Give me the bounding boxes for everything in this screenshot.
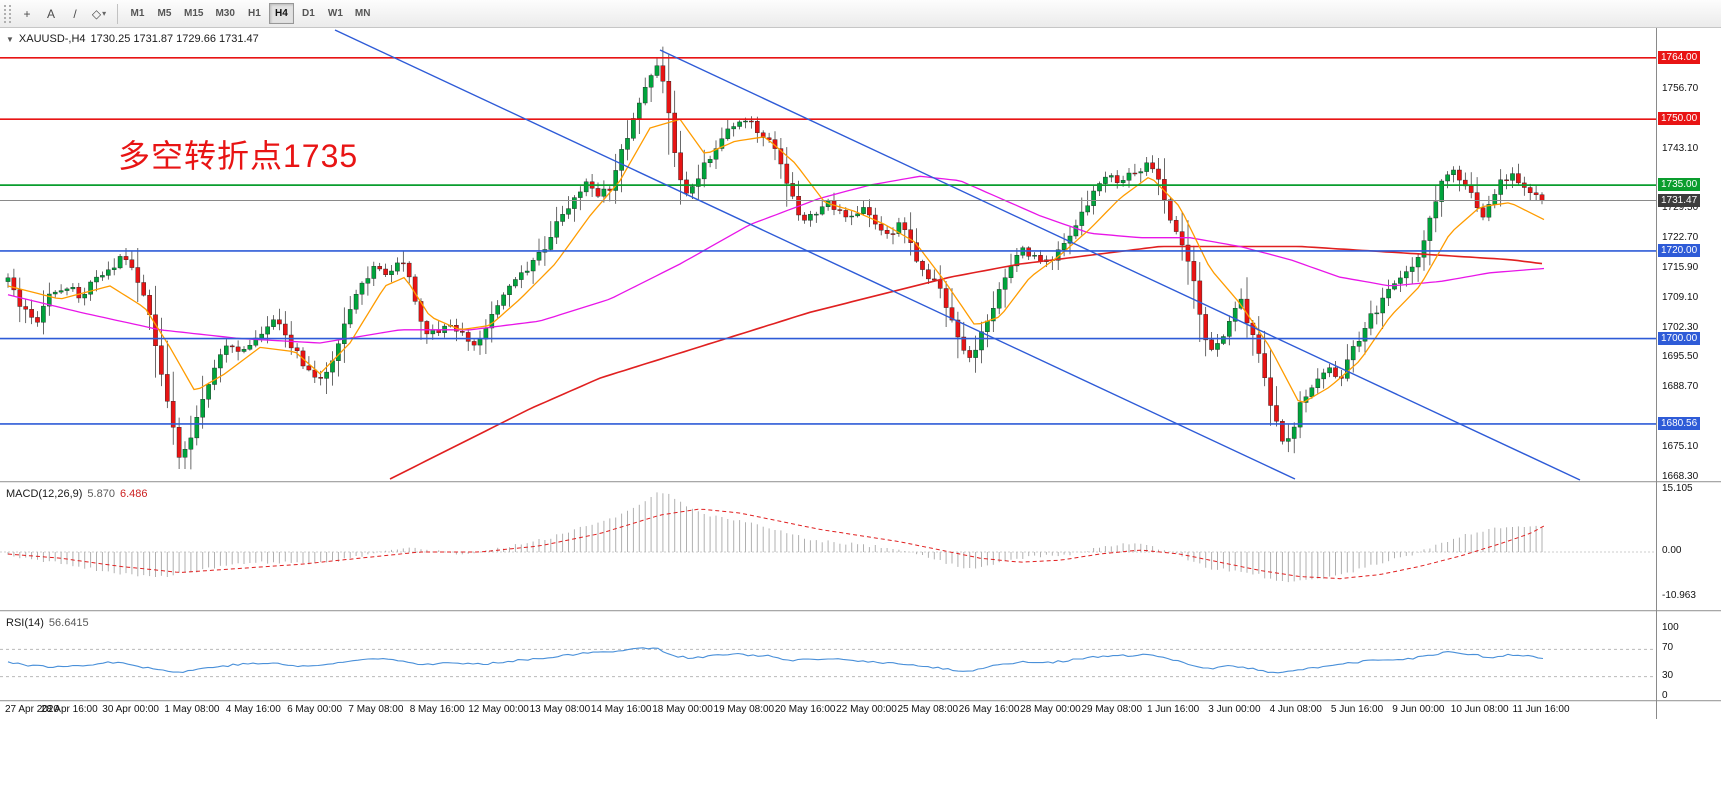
price-tick: 1695.50 [1662, 351, 1699, 363]
date-tick-label: 7 May 08:00 [348, 704, 404, 715]
price-tick: 1722.70 [1662, 232, 1699, 243]
crosshair-icon: + [23, 6, 31, 21]
shapes-tool-button[interactable]: ◇ ▾ [87, 3, 111, 25]
date-tick-label: 28 Apr 16:00 [40, 704, 98, 715]
macd-pane-canvas[interactable] [0, 484, 1656, 610]
date-tick-label: 30 Apr 00:00 [102, 704, 159, 715]
collapse-arrow-icon[interactable]: ▼ [6, 34, 14, 44]
macd-axis-tick: -10.963 [1662, 589, 1696, 601]
text-tool-icon: A [46, 6, 55, 21]
timeframe-h1-button[interactable]: H1 [242, 3, 267, 24]
price-tick: 1729.50 [1662, 202, 1699, 214]
pane-separator[interactable] [0, 481, 1721, 483]
price-axis-border [1656, 28, 1657, 719]
price-tick: 1743.10 [1662, 142, 1699, 154]
timeframe-mn-button[interactable]: MN [350, 3, 376, 24]
toolbar-grip[interactable] [4, 4, 11, 23]
price-tick: 1715.90 [1662, 261, 1699, 273]
macd-name: MACD(12,26,9) [6, 488, 83, 500]
date-tick-label: 4 Jun 08:00 [1269, 704, 1322, 715]
date-tick-label: 14 May 16:00 [590, 704, 652, 715]
chart-annotation[interactable]: 多空转折点1735 [118, 138, 359, 174]
date-tick-label: 11 Jun 16:00 [1512, 704, 1570, 715]
price-level-badge: 1764.00 [1658, 50, 1701, 64]
date-tick-label: 22 May 00:00 [836, 704, 897, 715]
crosshair-tool-button[interactable]: + [15, 3, 39, 25]
date-tick-label: 20 May 16:00 [774, 704, 836, 715]
trendline-tool-button[interactable]: / [63, 3, 87, 25]
price-level-badge: 1735.00 [1658, 178, 1701, 192]
price-tick: 1709.10 [1662, 291, 1699, 303]
macd-label: MACD(12,26,9) 5.870 6.486 [6, 488, 147, 500]
price-level-badge: 1700.00 [1658, 331, 1701, 345]
date-tick-label: 1 Jun 16:00 [1146, 704, 1200, 715]
toolbar-separator [117, 3, 118, 24]
date-tick-label: 6 May 00:00 [287, 704, 343, 715]
date-tick-label: 26 May 16:00 [958, 704, 1020, 715]
dropdown-arrow-icon: ▾ [102, 9, 107, 18]
trendline-icon: / [73, 6, 77, 21]
price-level-badge: 1680.56 [1658, 416, 1701, 430]
date-tick-label: 27 Apr 2020 [5, 704, 59, 715]
date-tick-label: 25 May 08:00 [897, 704, 959, 715]
timeframe-w1-button[interactable]: W1 [323, 3, 348, 24]
date-tick-label: 4 May 16:00 [225, 704, 281, 715]
price-tick: 1675.10 [1662, 440, 1699, 452]
rsi-axis-tick: 30 [1662, 669, 1674, 681]
text-tool-button[interactable]: A [39, 3, 63, 25]
rsi-pane-canvas[interactable] [0, 613, 1656, 700]
macd-main-value: 5.870 [87, 488, 115, 500]
rsi-value: 56.6415 [48, 617, 89, 629]
date-tick-label: 12 May 00:00 [468, 704, 529, 715]
date-tick-label: 28 May 00:00 [1020, 704, 1081, 715]
pane-separator [0, 700, 1721, 702]
price-level-badge: 1750.00 [1658, 112, 1701, 126]
macd-axis-tick: 0.00 [1662, 545, 1682, 556]
price-tick: 1668.30 [1662, 470, 1699, 482]
symbol-title: XAUUSD-,H4 [18, 33, 86, 45]
price-tick: 1756.70 [1662, 82, 1699, 94]
main-chart-canvas[interactable] [0, 28, 1656, 481]
date-tick-label: 3 Jun 00:00 [1208, 704, 1261, 715]
rsi-axis-tick: 100 [1662, 622, 1679, 633]
date-tick-label: 19 May 08:00 [713, 704, 775, 715]
timeframe-m15-button[interactable]: M15 [179, 3, 208, 24]
date-tick-label: 10 Jun 08:00 [1450, 704, 1509, 715]
timeframe-m1-button[interactable]: M1 [125, 3, 150, 24]
price-level-badge: 1731.47 [1658, 193, 1701, 207]
date-tick-label: 29 May 08:00 [1081, 704, 1143, 715]
price-scale[interactable]: 1756.70 1743.10 1729.50 1722.70 1715.90 1709.… [1657, 0, 1721, 796]
price-tick: 1702.30 [1662, 321, 1699, 333]
date-tick-label: 9 Jun 00:00 [1392, 704, 1445, 715]
date-tick-label: 1 May 08:00 [164, 704, 220, 715]
rsi-name: RSI(14) [6, 617, 44, 629]
date-tick-label: 18 May 00:00 [652, 704, 713, 715]
chart-symbol-header: ▼ XAUUSD-,H4 1730.25 1731.87 1729.66 173… [6, 33, 259, 45]
toolbar: + A / ◇ ▾ M1 M5 M15 M30 H1 H4 D1 W1 MN [0, 0, 1721, 28]
date-tick-label: 8 May 16:00 [409, 704, 465, 715]
rsi-label: RSI(14) 56.6415 [6, 617, 89, 629]
timeframe-d1-button[interactable]: D1 [296, 3, 321, 24]
timeframe-m5-button[interactable]: M5 [152, 3, 177, 24]
rsi-axis-tick: 0 [1662, 690, 1668, 701]
macd-signal-value: 6.486 [119, 488, 148, 500]
date-tick-label: 5 Jun 16:00 [1330, 704, 1384, 715]
shapes-icon: ◇ [91, 6, 102, 21]
macd-axis-tick: 15.105 [1662, 483, 1693, 495]
price-tick: 1688.70 [1662, 381, 1699, 393]
time-axis[interactable]: 27 Apr 2020 28 Apr 16:00 30 Apr 00:00 1 May… [0, 704, 1656, 719]
date-tick-label: 13 May 08:00 [529, 704, 591, 715]
timeframe-h4-button[interactable]: H4 [268, 3, 294, 24]
pane-separator[interactable] [0, 610, 1721, 612]
ohlc-values: 1730.25 1731.87 1729.66 1731.47 [90, 33, 259, 45]
price-level-badge: 1720.00 [1658, 243, 1701, 257]
timeframe-m30-button[interactable]: M30 [210, 3, 239, 24]
rsi-axis-tick: 70 [1662, 642, 1674, 654]
